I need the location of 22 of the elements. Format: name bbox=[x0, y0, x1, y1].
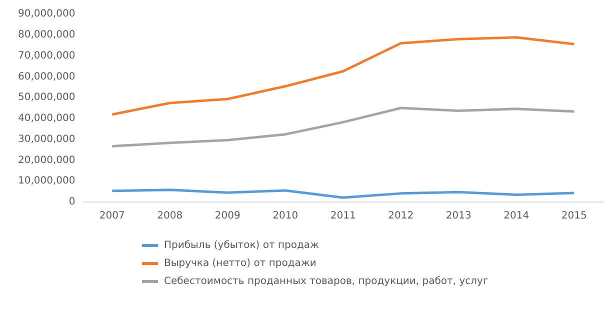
x-tick-label: 2010 bbox=[272, 210, 298, 222]
y-tick-label: 10,000,000 bbox=[18, 176, 76, 187]
legend-label: Прибыль (убыток) от продаж bbox=[164, 240, 320, 250]
x-tick-label: 2009 bbox=[214, 210, 240, 222]
y-tick-label: 20,000,000 bbox=[18, 154, 76, 166]
x-tick-label: 2015 bbox=[561, 210, 587, 222]
y-tick-label: 0 bbox=[68, 196, 76, 208]
x-tick-label: 2008 bbox=[157, 210, 183, 222]
y-tick-label: 50,000,000 bbox=[18, 92, 76, 104]
y-tick-label: 60,000,000 bbox=[18, 71, 76, 82]
x-tick-label: 2012 bbox=[388, 210, 414, 222]
y-tick-label: 70,000,000 bbox=[18, 50, 76, 62]
legend-label: Выручка (нетто) от продажи bbox=[164, 258, 316, 268]
legend-label: Себестоимость проданных товаров, продукции, работ, услуг bbox=[164, 276, 488, 286]
y-tick-label: 90,000,000 bbox=[18, 8, 76, 20]
x-tick-label: 2007 bbox=[99, 210, 125, 222]
x-tick-label: 2014 bbox=[504, 210, 530, 222]
y-tick-label: 40,000,000 bbox=[18, 113, 76, 124]
y-tick-label: 80,000,000 bbox=[18, 29, 76, 40]
x-tick-label: 2013 bbox=[446, 210, 472, 222]
x-tick-label: 2011 bbox=[330, 210, 356, 222]
y-tick-label: 30,000,000 bbox=[18, 134, 76, 145]
